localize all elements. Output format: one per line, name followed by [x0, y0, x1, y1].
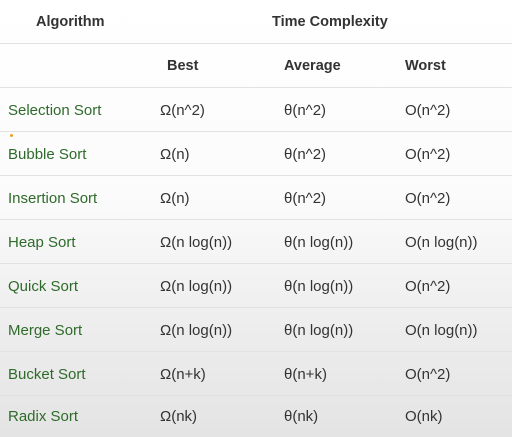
worst-case: O(n log(n)): [405, 233, 478, 251]
algorithm-name: Quick Sort: [8, 277, 79, 295]
algorithm-name: Radix Sort: [8, 408, 79, 425]
algorithm-name: Selection Sort: [8, 101, 102, 119]
orange-dot-marker: [10, 134, 13, 137]
average-case: θ(n^2): [284, 189, 327, 207]
best-case: Ω(n log(n)): [160, 233, 233, 251]
best-case: Ω(nk): [160, 408, 198, 425]
best-case: Ω(n log(n)): [160, 321, 233, 339]
best-case: Ω(n^2): [160, 101, 205, 119]
table-row: Bubble Sort Ω(n) θ(n^2) O(n^2): [0, 132, 512, 176]
header-time-complexity: Time Complexity: [272, 14, 388, 30]
table-row: Heap Sort Ω(n log(n)) θ(n log(n)) O(n lo…: [0, 220, 512, 264]
table-row: Quick Sort Ω(n log(n)) θ(n log(n)) O(n^2…: [0, 264, 512, 308]
average-case: θ(n^2): [284, 101, 327, 119]
header-row-sub: Best Average Worst: [0, 44, 512, 88]
table-row: Radix Sort Ω(nk) θ(nk) O(nk): [0, 396, 512, 437]
worst-case: O(nk): [405, 408, 443, 425]
algorithm-name: Merge Sort: [8, 321, 83, 339]
best-case: Ω(n): [160, 145, 190, 163]
table-row: Selection Sort Ω(n^2) θ(n^2) O(n^2): [0, 88, 512, 132]
table-row: Bucket Sort Ω(n+k) θ(n+k) O(n^2): [0, 352, 512, 396]
table-row: Insertion Sort Ω(n) θ(n^2) O(n^2): [0, 176, 512, 220]
worst-case: O(n^2): [405, 101, 451, 119]
average-case: θ(n^2): [284, 145, 327, 163]
best-case: Ω(n+k): [160, 365, 206, 383]
worst-case: O(n^2): [405, 189, 451, 207]
average-case: θ(n log(n)): [284, 233, 354, 251]
best-case: Ω(n): [160, 189, 190, 207]
algorithm-name: Bucket Sort: [8, 365, 86, 383]
header-best: Best: [167, 58, 199, 74]
algorithm-name: Insertion Sort: [8, 189, 98, 207]
worst-case: O(n^2): [405, 277, 451, 295]
header-row-main: Algorithm Time Complexity: [0, 0, 512, 44]
worst-case: O(n^2): [405, 145, 451, 163]
best-case: Ω(n log(n)): [160, 277, 233, 295]
average-case: θ(n+k): [284, 365, 327, 383]
average-case: θ(n log(n)): [284, 277, 354, 295]
algorithm-name: Bubble Sort: [8, 145, 87, 163]
header-average: Average: [284, 58, 341, 74]
average-case: θ(nk): [284, 408, 319, 425]
worst-case: O(n log(n)): [405, 321, 478, 339]
table-row: Merge Sort Ω(n log(n)) θ(n log(n)) O(n l…: [0, 308, 512, 352]
header-algorithm: Algorithm: [36, 14, 105, 30]
algorithm-name: Heap Sort: [8, 233, 76, 251]
worst-case: O(n^2): [405, 365, 451, 383]
average-case: θ(n log(n)): [284, 321, 354, 339]
header-worst: Worst: [405, 58, 446, 74]
